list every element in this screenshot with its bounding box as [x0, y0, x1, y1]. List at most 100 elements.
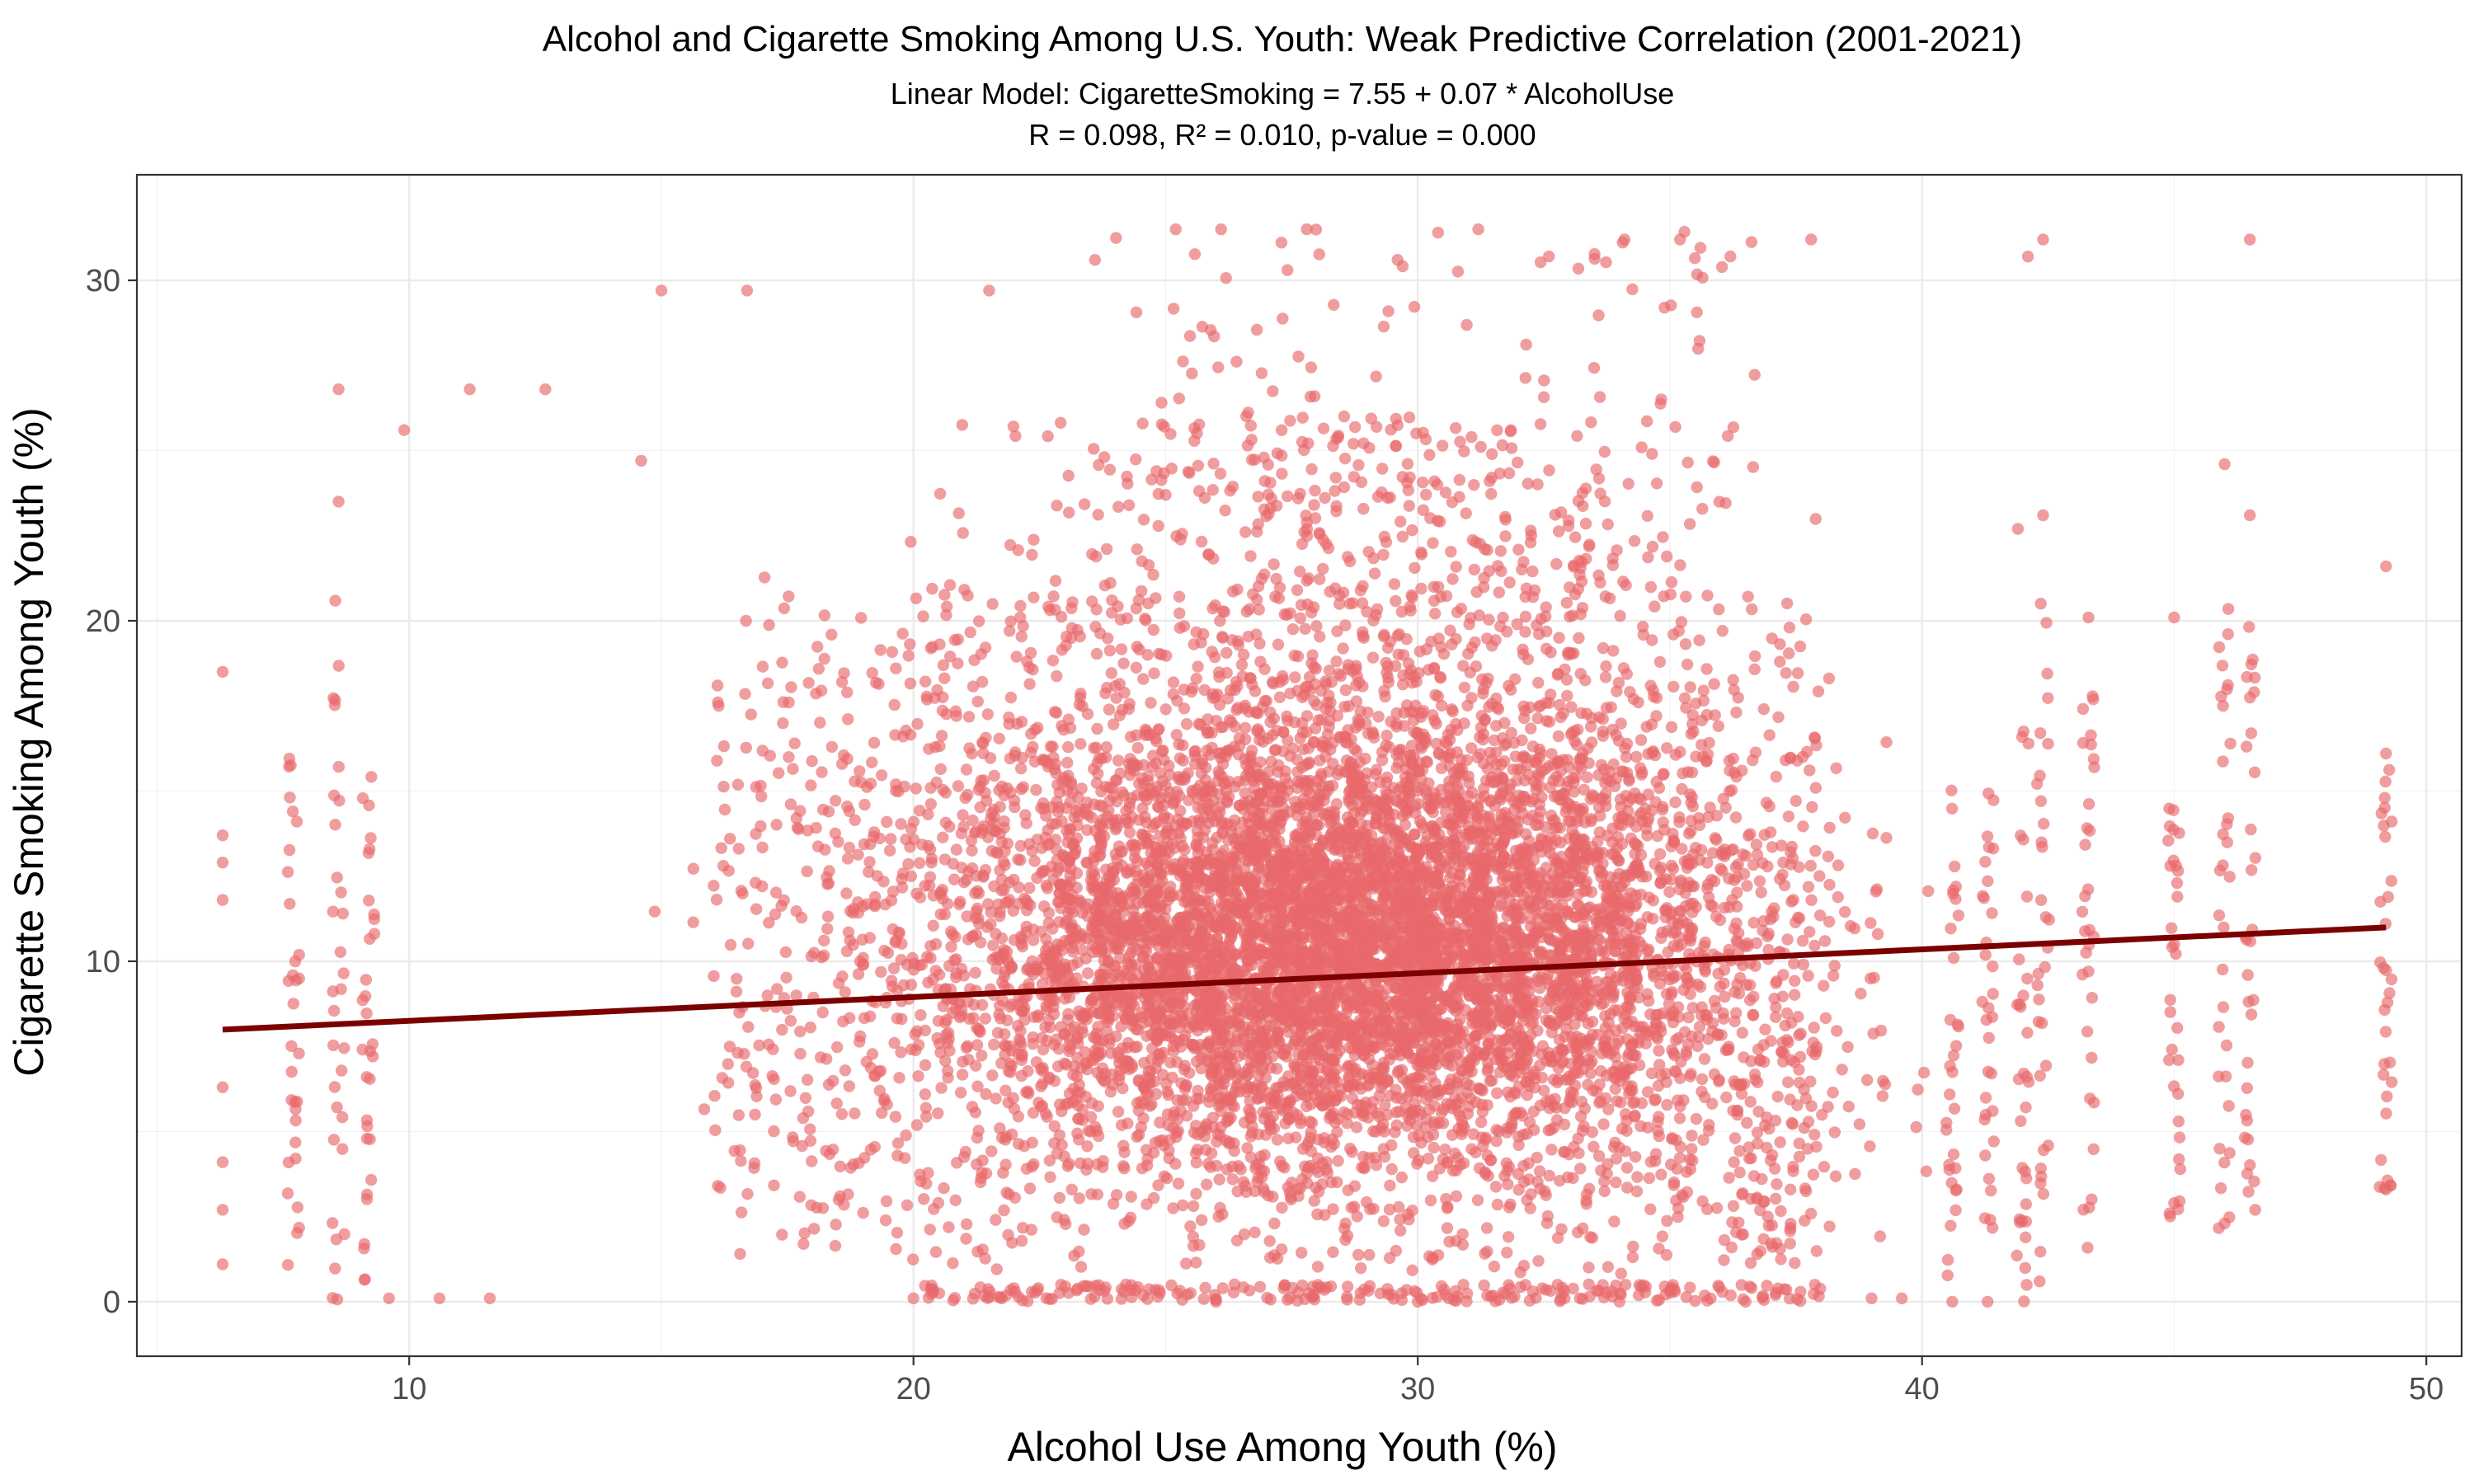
data-point [1855, 988, 1867, 1000]
data-point [1733, 1166, 1746, 1179]
data-point [1634, 734, 1648, 746]
data-point [976, 1050, 988, 1062]
data-point [1511, 618, 1523, 631]
data-point [1776, 990, 1789, 1003]
data-point [1010, 650, 1023, 663]
data-point [1376, 463, 1389, 475]
data-point [1540, 899, 1554, 911]
data-point [895, 954, 908, 966]
data-point [988, 769, 1000, 782]
data-point [1461, 699, 1474, 711]
data-point [1531, 478, 1544, 491]
data-point [1357, 502, 1370, 515]
data-point [1314, 631, 1326, 643]
data-point [1028, 533, 1040, 546]
data-point [1525, 524, 1537, 537]
data-point [1091, 722, 1103, 735]
data-point [1241, 1142, 1253, 1154]
data-point [1665, 575, 1678, 589]
data-point [1131, 543, 1144, 556]
data-point [1741, 1116, 1753, 1129]
data-point [1460, 507, 1472, 519]
data-point [1326, 779, 1339, 791]
data-point [1696, 502, 1709, 515]
data-point [1471, 1194, 1484, 1207]
data-point [1669, 420, 1681, 434]
data-point [1610, 1024, 1622, 1036]
data-point [1109, 960, 1122, 973]
data-point [687, 916, 699, 928]
data-point [1880, 832, 1893, 844]
data-point [1554, 1175, 1566, 1187]
data-point [1804, 926, 1816, 938]
data-point [924, 871, 937, 884]
data-point [1258, 475, 1271, 487]
data-point [1015, 1054, 1028, 1066]
data-point [1628, 535, 1641, 547]
data-point [1770, 1192, 1782, 1205]
data-point [1081, 1140, 1094, 1153]
data-point [1372, 711, 1385, 723]
data-point [1831, 1025, 1843, 1037]
data-point [1269, 590, 1282, 603]
data-point [905, 536, 917, 548]
data-point [889, 1111, 902, 1123]
data-point [784, 1085, 797, 1097]
data-point [935, 1082, 948, 1094]
data-point [1221, 646, 1233, 660]
data-point [1503, 576, 1516, 589]
data-point [1415, 548, 1428, 561]
data-point [1597, 1118, 1610, 1130]
data-point [1475, 1115, 1488, 1129]
data-point [1593, 865, 1606, 877]
data-point [1294, 612, 1307, 624]
data-point [1770, 977, 1782, 989]
data-point [1053, 1191, 1066, 1205]
data-point [1681, 658, 1694, 671]
data-point [1042, 430, 1054, 443]
data-point [1343, 1071, 1355, 1083]
data-point [1272, 638, 1285, 650]
data-point [1653, 782, 1666, 795]
data-point [990, 1092, 1002, 1105]
data-point [1167, 676, 1180, 688]
data-point [1809, 513, 1822, 525]
data-point [1813, 909, 1827, 922]
data-point [835, 1108, 849, 1120]
data-point [1657, 531, 1669, 543]
data-point [1207, 458, 1220, 470]
data-point [1076, 1026, 1089, 1039]
data-point [1159, 703, 1172, 716]
data-point [1839, 905, 1851, 918]
data-point [1517, 1129, 1530, 1141]
data-point [1839, 811, 1851, 824]
data-point [1428, 608, 1442, 620]
data-point [1708, 456, 1720, 469]
data-point [1325, 1176, 1338, 1189]
data-point [1486, 448, 1498, 460]
data-point [1384, 1179, 1396, 1192]
data-point [794, 1048, 807, 1060]
data-point [1309, 484, 1321, 497]
data-point [1684, 518, 1696, 530]
data-point [1395, 515, 1407, 528]
data-point [910, 1044, 922, 1057]
data-point [1813, 870, 1826, 882]
data-point [1310, 620, 1323, 632]
data-point [1047, 590, 1060, 603]
data-point [990, 1263, 1003, 1275]
data-point [687, 862, 699, 875]
data-point [957, 527, 969, 539]
data-point [999, 859, 1011, 871]
data-point [1289, 671, 1301, 683]
data-point [1202, 1158, 1215, 1170]
data-point [1009, 801, 1021, 814]
data-point [1121, 470, 1133, 483]
data-point [1216, 632, 1229, 644]
data-point [1713, 1073, 1725, 1087]
data-point [1752, 1043, 1765, 1056]
data-point [1273, 581, 1286, 594]
data-point [1777, 969, 1790, 981]
data-point [895, 818, 907, 830]
data-point [1681, 456, 1694, 469]
